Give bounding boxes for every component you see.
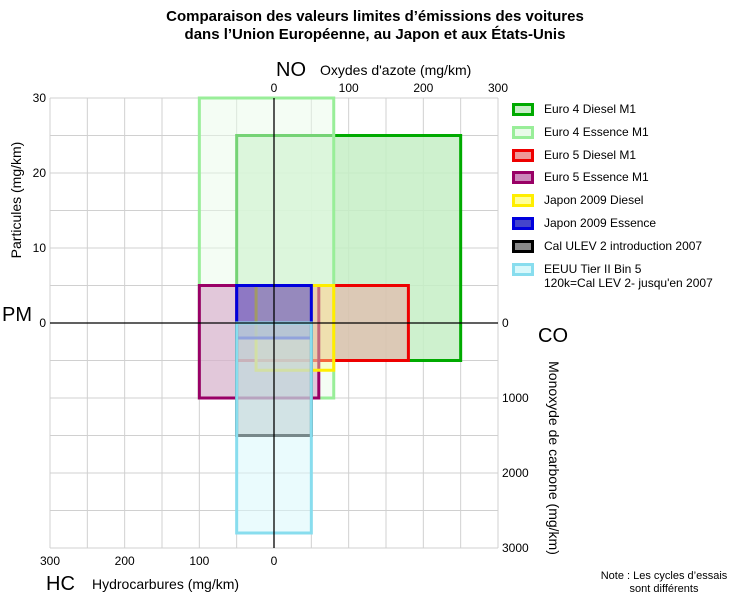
legend-label: Japon 2009 Essence (544, 215, 657, 230)
legend-item: EEUU Tier II Bin 5 120k=Cal LEV 2- jusqu… (512, 262, 750, 290)
axis-label-pm: Particules (mg/km) (8, 142, 24, 259)
legend-label: Euro 4 Diesel M1 (544, 102, 637, 116)
tick-label-no: 200 (413, 81, 433, 95)
axis-label-co: Monoxyde de carbone (mg/km) (546, 361, 562, 555)
axis-symbol-no: NO (276, 59, 306, 81)
legend-item: Japon 2009 Diesel (512, 193, 750, 216)
legend-item: Cal ULEV 2 introduction 2007 (512, 239, 750, 262)
tick-label-pm: 0 (39, 316, 46, 330)
legend-swatch (512, 148, 534, 162)
axis-symbol-pm: PM (2, 304, 32, 326)
tick-label-pm: 30 (33, 91, 47, 105)
tick-label-co: 3000 (502, 541, 529, 555)
legend-swatch (512, 194, 534, 208)
chart-title-line-1: Comparaison des valeurs limites d’émissi… (166, 8, 584, 25)
legend-swatch (512, 125, 534, 139)
legend-swatch (512, 171, 534, 185)
tick-label-pm: 10 (33, 241, 47, 255)
tick-label-no: 300 (488, 81, 508, 95)
tick-label-no: 0 (271, 81, 278, 95)
tick-label-hc: 200 (115, 554, 135, 568)
tick-label-hc: 0 (271, 554, 278, 568)
legend-swatch (512, 239, 534, 253)
legend-item: Euro 4 Diesel M1 (512, 102, 750, 125)
axis-label-hc: Hydrocarbures (mg/km) (92, 576, 239, 592)
chart-note-line-2: sont différents (629, 583, 699, 595)
legend-swatch (512, 103, 534, 116)
legend-item: Euro 4 Essence M1 (512, 125, 750, 148)
legend-swatch (512, 216, 534, 230)
tick-label-co: 1000 (502, 391, 529, 405)
chart-note: Note : Les cycles d’essais sont différen… (574, 570, 750, 596)
legend-label: Euro 4 Essence M1 (544, 124, 649, 139)
tick-label-pm: 20 (33, 166, 47, 180)
tick-label-co: 2000 (502, 466, 529, 480)
chart-legend: Euro 4 Diesel M1 Euro 4 Essence M1 Euro 5 … (512, 102, 750, 290)
tick-label-co: 0 (502, 316, 509, 330)
tick-label-hc: 300 (40, 554, 60, 568)
axis-label-no: Oxydes d'azote (mg/km) (320, 62, 471, 78)
chart-note-line-1: Note : Les cycles d’essais (600, 570, 728, 582)
tick-label-hc: 100 (189, 554, 209, 568)
legend-item: Euro 5 Diesel M1 (512, 148, 750, 171)
tick-label-no: 100 (339, 81, 359, 95)
legend-swatch (512, 262, 534, 276)
legend-label: Cal ULEV 2 introduction 2007 (544, 238, 703, 253)
axis-symbol-co: CO (538, 325, 568, 347)
axis-symbol-hc: HC (46, 573, 75, 595)
legend-label: Euro 5 Diesel M1 (544, 147, 637, 162)
legend-item: Japon 2009 Essence (512, 216, 750, 239)
legend-label: EEUU Tier II Bin 5 120k=Cal LEV 2- jusqu… (544, 261, 713, 290)
legend-label: Euro 5 Essence M1 (544, 170, 649, 185)
chart-title: Comparaison des valeurs limites d’émissi… (0, 8, 750, 44)
legend-item: Euro 5 Essence M1 (512, 170, 750, 193)
legend-label: Japon 2009 Diesel (544, 193, 644, 208)
chart-title-line-2: dans l’Union Européenne, au Japon et aux… (184, 26, 566, 43)
